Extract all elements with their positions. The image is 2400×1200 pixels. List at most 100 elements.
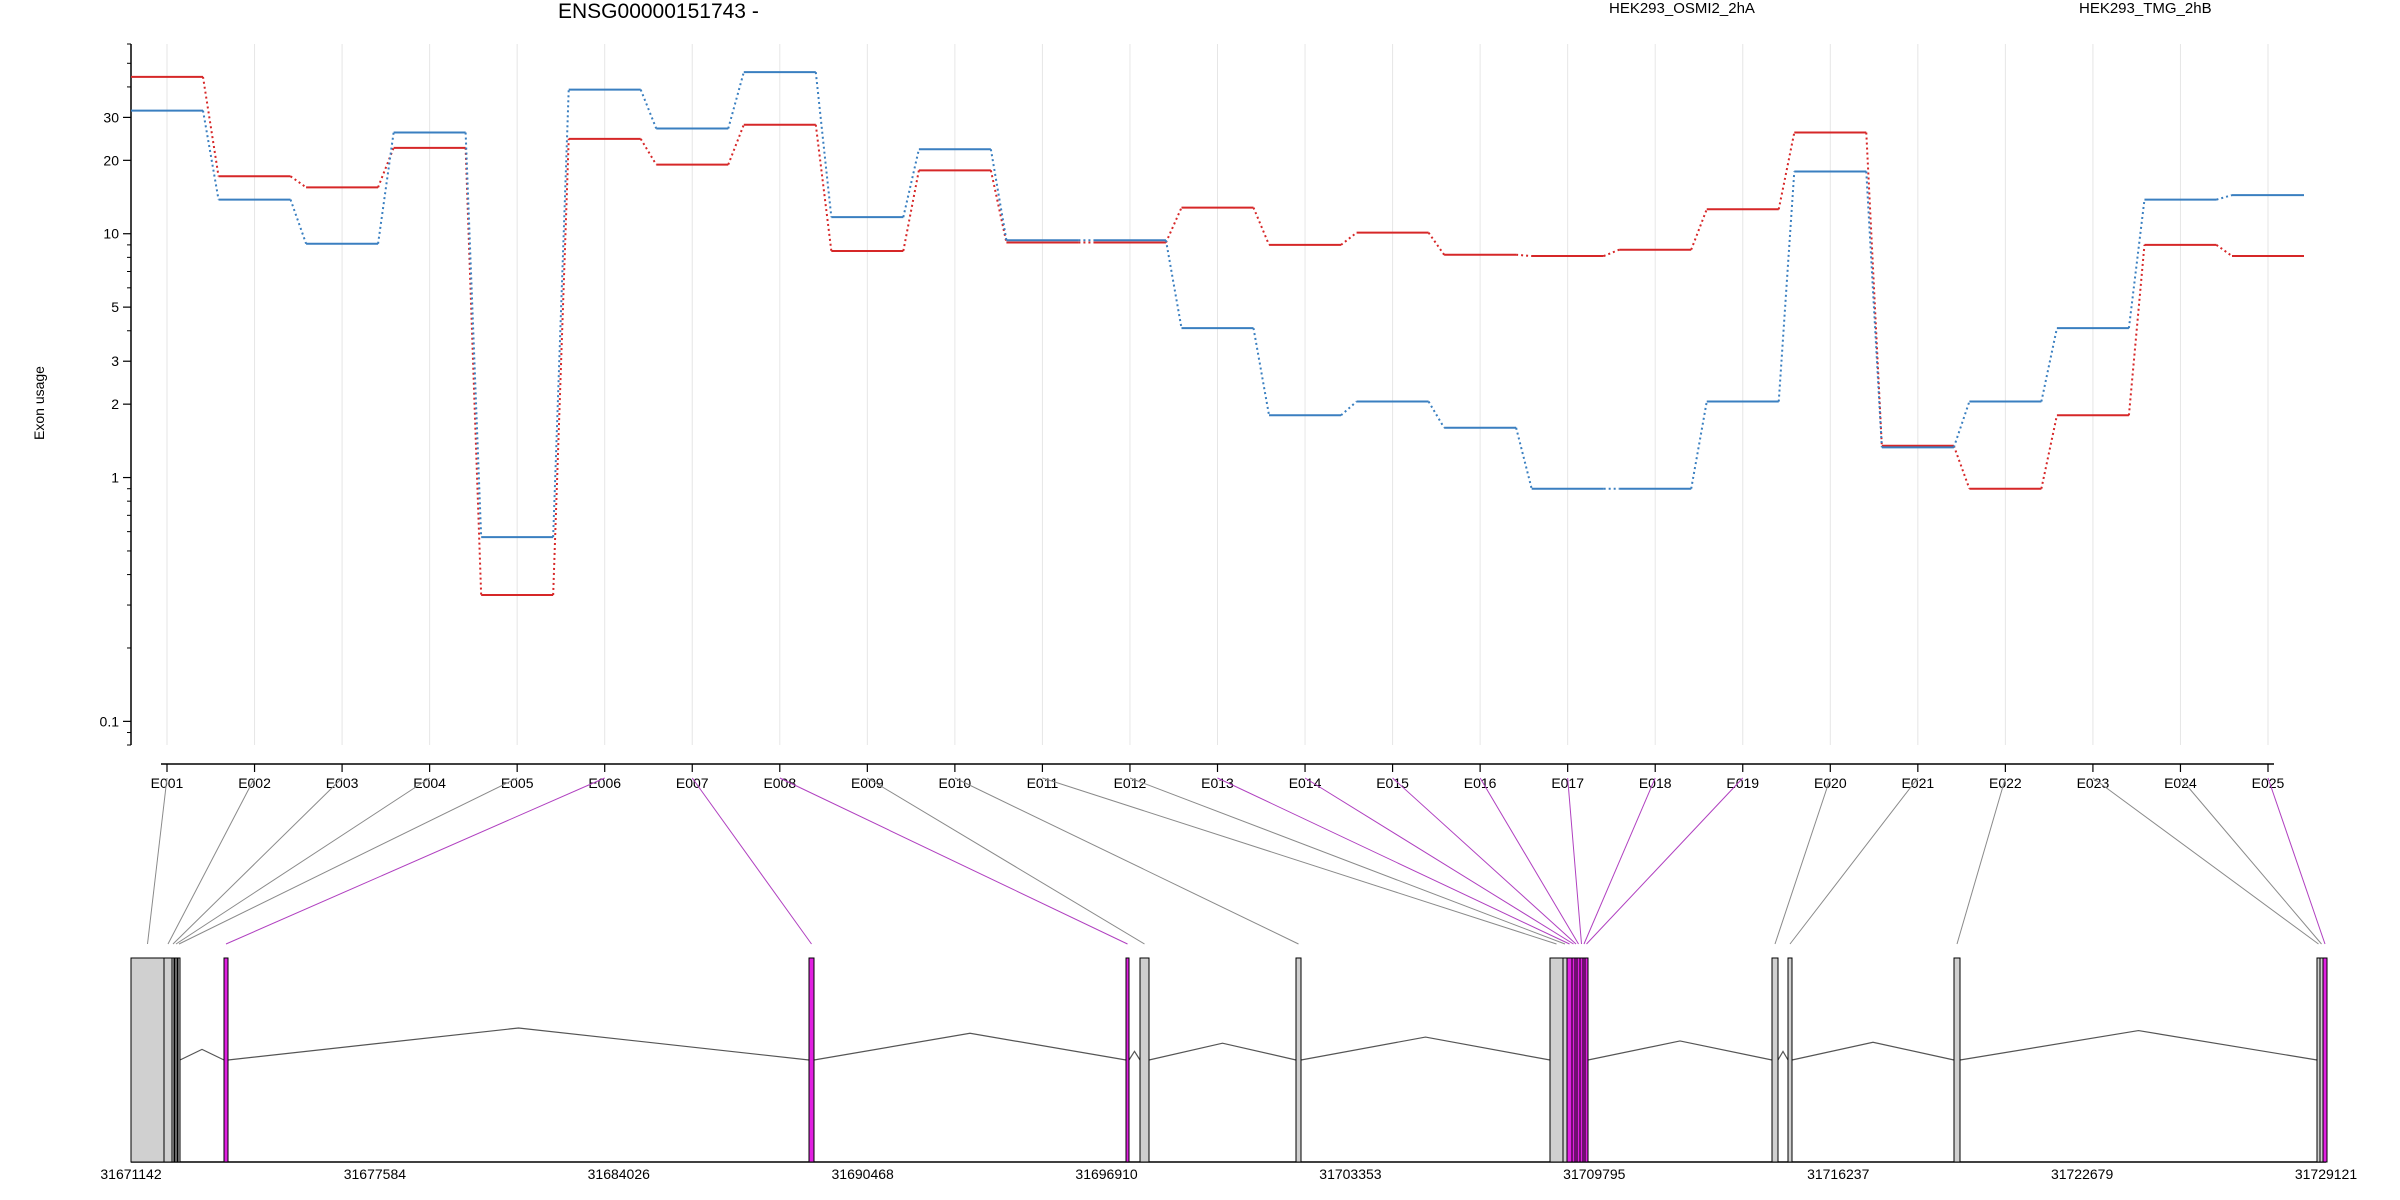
connector bbox=[2040, 415, 2058, 489]
link-line-E006 bbox=[225, 777, 605, 945]
grid-lines bbox=[166, 44, 2269, 745]
connector bbox=[202, 110, 220, 200]
connector bbox=[1427, 401, 1445, 429]
x-tick-label: E005 bbox=[501, 775, 534, 791]
connector bbox=[1777, 132, 1796, 210]
link-line-E002 bbox=[167, 777, 255, 945]
link-line-E001 bbox=[147, 777, 168, 945]
link-line-E023 bbox=[2092, 777, 2319, 945]
connector bbox=[464, 132, 483, 538]
exon-box-E004 bbox=[174, 957, 178, 1163]
connector bbox=[464, 147, 483, 595]
x-tick-label: E025 bbox=[2252, 775, 2285, 791]
link-line-E009 bbox=[867, 777, 1145, 945]
link-line-E022 bbox=[1956, 777, 2006, 945]
connector bbox=[2040, 327, 2058, 402]
x-tick-label: E002 bbox=[238, 775, 271, 791]
link-line-E011 bbox=[1042, 777, 1557, 945]
exon-box-E005 bbox=[177, 957, 181, 1163]
x-tick-label: E018 bbox=[1639, 775, 1672, 791]
connector bbox=[989, 170, 1008, 243]
connector bbox=[1952, 401, 1971, 448]
intron-junction bbox=[1128, 1050, 1141, 1061]
connector bbox=[1952, 445, 1971, 490]
link-line-E017 bbox=[1567, 777, 1582, 945]
connector bbox=[552, 89, 570, 538]
coordinate-tick-label: 31703353 bbox=[1319, 1166, 1382, 1182]
exon-box-E010 bbox=[1295, 957, 1302, 1163]
exon-link-lines bbox=[147, 777, 2326, 945]
x-tick-label: E004 bbox=[413, 775, 446, 791]
link-line-E020 bbox=[1774, 777, 1831, 945]
connector bbox=[639, 138, 658, 166]
connector bbox=[989, 149, 1008, 241]
link-line-E019 bbox=[1586, 777, 1744, 945]
link-line-E014 bbox=[1304, 777, 1574, 945]
connector bbox=[1340, 231, 1358, 246]
coordinate-tick-label: 31716237 bbox=[1807, 1166, 1870, 1182]
x-tick-label: E014 bbox=[1289, 775, 1322, 791]
y-tick-label: 30 bbox=[103, 109, 119, 125]
connector bbox=[639, 89, 658, 129]
link-line-E003 bbox=[172, 777, 343, 945]
link-line-E004 bbox=[175, 777, 430, 945]
exon-box-E025 bbox=[2322, 957, 2328, 1163]
connector bbox=[1516, 253, 1532, 258]
x-tick-label: E010 bbox=[939, 775, 972, 791]
link-line-E007 bbox=[691, 777, 812, 945]
connector bbox=[1690, 208, 1708, 251]
coordinate-tick-label: 31696910 bbox=[1075, 1166, 1138, 1182]
y-tick-label: 2 bbox=[111, 396, 119, 412]
exon-box-E003 bbox=[171, 957, 175, 1163]
coordinate-tick-label: 31709795 bbox=[1563, 1166, 1626, 1182]
x-tick-label: E021 bbox=[1901, 775, 1934, 791]
x-tick-label: E006 bbox=[588, 775, 621, 791]
intron-junction bbox=[1148, 1042, 1297, 1061]
x-tick-label: E015 bbox=[1376, 775, 1409, 791]
connector bbox=[1865, 171, 1883, 448]
connector bbox=[727, 124, 745, 166]
x-tick-label: E012 bbox=[1114, 775, 1147, 791]
connector bbox=[289, 175, 307, 189]
x-tick-label: E007 bbox=[676, 775, 709, 791]
connector bbox=[1340, 400, 1358, 417]
connector bbox=[727, 71, 745, 129]
exon-box-E022 bbox=[1953, 957, 1961, 1163]
connector bbox=[2215, 244, 2233, 257]
legend-entry-osmi2: HEK293_OSMI2_2hA bbox=[1609, 0, 1755, 17]
coordinate-tick-label: 31729121 bbox=[2295, 1166, 2358, 1182]
link-line-E024 bbox=[2180, 777, 2322, 945]
x-tick-label: E008 bbox=[763, 775, 796, 791]
connector bbox=[1515, 427, 1533, 489]
intron-junction bbox=[1777, 1050, 1789, 1061]
x-tick-label: E001 bbox=[151, 775, 184, 791]
link-line-E010 bbox=[954, 777, 1299, 945]
coordinate-tick-label: 31722679 bbox=[2051, 1166, 2114, 1182]
connector bbox=[377, 132, 395, 244]
exon-box-E009 bbox=[1139, 957, 1150, 1163]
exon-box-E008 bbox=[1125, 957, 1130, 1163]
exon-box-E020 bbox=[1771, 957, 1779, 1163]
connector bbox=[2216, 194, 2233, 201]
series-lines bbox=[131, 71, 2304, 596]
exon-box-E001 bbox=[130, 957, 165, 1163]
connector bbox=[1165, 207, 1183, 243]
link-line-E015 bbox=[1392, 777, 1577, 945]
intron-junction bbox=[1791, 1041, 1955, 1061]
connector bbox=[2127, 199, 2146, 329]
link-line-E021 bbox=[1789, 777, 1919, 945]
coordinate-tick-label: 31690468 bbox=[832, 1166, 895, 1182]
coordinate-tick-label: 31671142 bbox=[100, 1166, 161, 1182]
connector bbox=[814, 72, 833, 218]
connector bbox=[552, 138, 570, 595]
axes: 0.1 1 2 3 5 10 20 30 E001 E002 E003 E004 E005 E006 E00… bbox=[100, 43, 2358, 1182]
gene-model bbox=[130, 957, 2328, 1163]
connector bbox=[902, 170, 920, 252]
connector bbox=[1427, 232, 1445, 256]
link-line-E005 bbox=[178, 777, 518, 945]
link-line-E013 bbox=[1217, 777, 1570, 945]
link-line-E016 bbox=[1479, 777, 1579, 945]
connector bbox=[1690, 401, 1708, 489]
exon-box-E021 bbox=[1787, 957, 1793, 1163]
